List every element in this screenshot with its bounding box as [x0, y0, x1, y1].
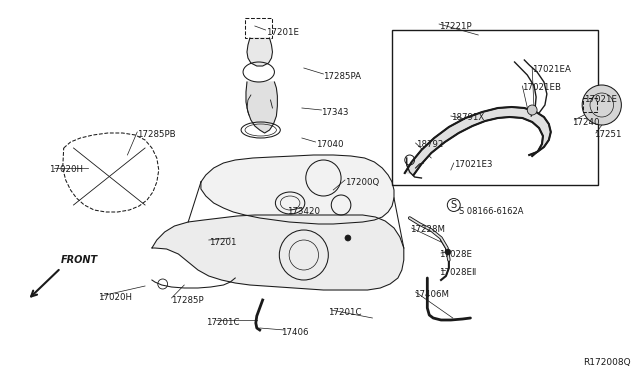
Text: 17040: 17040	[316, 140, 343, 149]
Text: 17020H: 17020H	[49, 165, 83, 174]
Text: S 08166-6162A: S 08166-6162A	[459, 207, 523, 216]
Ellipse shape	[445, 249, 451, 255]
Text: 17021EA: 17021EA	[532, 65, 571, 74]
Text: 17020H: 17020H	[98, 293, 132, 302]
Text: 17028E: 17028E	[439, 250, 472, 259]
Bar	[392, 30, 598, 185]
Text: 17028EⅡ: 17028EⅡ	[439, 268, 476, 277]
Polygon shape	[246, 82, 277, 133]
Text: 17021EB: 17021EB	[522, 83, 561, 92]
Text: 17343: 17343	[321, 108, 349, 117]
Polygon shape	[247, 38, 273, 66]
Text: 17221P: 17221P	[439, 22, 472, 31]
Text: 17406M: 17406M	[413, 290, 449, 299]
Bar	[245, 18, 273, 38]
Text: 18792: 18792	[415, 140, 443, 149]
Ellipse shape	[582, 85, 621, 125]
Text: 17285P: 17285P	[172, 296, 204, 305]
Polygon shape	[152, 215, 404, 290]
Text: 17021E3: 17021E3	[454, 160, 492, 169]
Text: 17201C: 17201C	[328, 308, 362, 317]
Text: 17240: 17240	[572, 118, 600, 127]
Text: 17406: 17406	[282, 328, 308, 337]
Text: 17201C: 17201C	[206, 318, 239, 327]
Ellipse shape	[345, 235, 351, 241]
Ellipse shape	[527, 105, 537, 115]
Text: 18791X: 18791X	[451, 113, 484, 122]
Polygon shape	[201, 155, 394, 224]
Text: R172008Q: R172008Q	[583, 358, 631, 367]
Text: S: S	[451, 200, 457, 210]
Text: 173420: 173420	[287, 207, 320, 216]
Text: 17201: 17201	[209, 238, 236, 247]
Text: 17285PA: 17285PA	[323, 72, 362, 81]
Text: 17021E: 17021E	[584, 95, 617, 104]
Text: 17201E: 17201E	[266, 28, 299, 37]
Text: FRONT: FRONT	[61, 255, 98, 265]
Text: 17251: 17251	[594, 130, 621, 139]
Polygon shape	[404, 107, 551, 175]
Text: 17228M: 17228M	[410, 225, 445, 234]
Text: 17285PB: 17285PB	[137, 130, 176, 139]
Bar	[583, 98, 597, 112]
Text: 17200Q: 17200Q	[345, 178, 380, 187]
